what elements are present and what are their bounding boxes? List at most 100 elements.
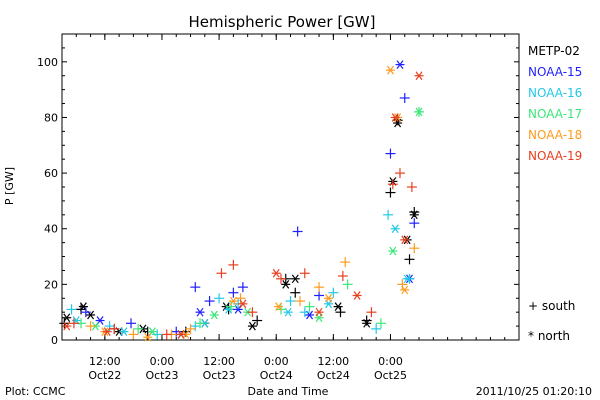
south-point (68, 318, 79, 329)
south-point (409, 243, 420, 254)
south-point (290, 287, 301, 298)
south-point (340, 257, 351, 268)
x-tick-label-time: 0:00 (378, 355, 403, 368)
south-point (404, 254, 415, 265)
x-tick-label-date: Oct23 (145, 369, 178, 382)
x-tick-label-date: Oct24 (260, 369, 293, 382)
north-point (324, 299, 334, 309)
south-point (328, 287, 339, 298)
south-point (314, 290, 325, 301)
series-metp-02 (59, 115, 420, 339)
north-point (352, 291, 362, 300)
marker-legend-south: + south (528, 299, 575, 313)
plot-frame (61, 33, 520, 341)
north-point (400, 235, 410, 245)
footer-plot-credit: Plot: CCMC (5, 385, 66, 398)
series-noaa-18 (85, 65, 420, 342)
north-point (400, 285, 410, 295)
south-point (337, 271, 348, 282)
x-tick-label-time: 12:00 (317, 355, 349, 368)
y-axis: 0 20 40 60 80 100 (37, 33, 519, 347)
y-tick-label: 0 (51, 334, 58, 347)
south-point (195, 318, 206, 329)
north-point (402, 274, 412, 284)
south-point (228, 287, 239, 298)
south-point (314, 282, 325, 293)
data-markers (59, 60, 425, 342)
north-point (238, 299, 248, 309)
south-point (252, 315, 263, 326)
north-point (247, 321, 257, 331)
y-tick-label: 60 (44, 167, 58, 180)
south-point (126, 318, 137, 329)
x-axis: 12:00Oct220:00Oct2312:00Oct230:00Oct2412… (61, 34, 520, 382)
north-point (102, 327, 112, 337)
north-point (414, 71, 424, 81)
north-point (271, 268, 281, 278)
south-point (85, 321, 96, 332)
north-point (333, 302, 343, 311)
south-point (216, 268, 227, 279)
north-point (324, 293, 334, 303)
north-point (143, 332, 153, 342)
x-tick-label-time: 12:00 (203, 355, 235, 368)
north-point (314, 313, 324, 323)
south-point (409, 218, 420, 229)
y-tick-label: 80 (44, 111, 58, 124)
south-point (299, 268, 310, 279)
legend-item-metp-02: METP-02 (528, 44, 580, 58)
south-point (375, 318, 386, 329)
legend-item-noaa-19: NOAA-19 (528, 149, 582, 163)
x-tick-label-date: Oct23 (203, 369, 236, 382)
north-point (388, 246, 398, 256)
south-point (295, 296, 306, 307)
series-noaa-15 (80, 60, 420, 337)
y-axis-label: P [GW] (3, 167, 16, 205)
south-point (399, 92, 410, 103)
south-point (385, 187, 396, 198)
legend-item-noaa-15: NOAA-15 (528, 65, 582, 79)
south-point (185, 323, 196, 334)
south-point (66, 304, 77, 315)
south-point (228, 259, 239, 270)
south-point (190, 321, 201, 332)
x-tick-label-time: 0:00 (264, 355, 289, 368)
south-point (237, 282, 248, 293)
x-axis-label: Date and Time (248, 385, 329, 398)
south-point (406, 182, 417, 192)
footer-timestamp: 2011/10/25 01:20:10 (476, 385, 592, 398)
south-point (299, 307, 310, 318)
south-point (394, 168, 405, 179)
marker-legend: + south * north (528, 299, 575, 343)
south-point (275, 273, 286, 284)
south-point (342, 279, 353, 290)
south-point (285, 296, 296, 307)
north-point (195, 307, 205, 317)
north-point (385, 65, 395, 75)
legend-item-noaa-17: NOAA-17 (528, 107, 582, 121)
north-point (209, 310, 219, 320)
north-point (176, 330, 186, 339)
legend-item-noaa-18: NOAA-18 (528, 128, 582, 142)
north-point (281, 280, 291, 289)
north-point (395, 60, 405, 69)
x-tick-label-time: 0:00 (150, 355, 175, 368)
south-point (292, 226, 303, 237)
north-point (390, 224, 400, 234)
south-point (383, 209, 394, 220)
north-point (274, 302, 284, 311)
south-point (366, 307, 377, 318)
south-point (247, 307, 258, 318)
north-point (409, 210, 419, 220)
chart-title: Hemispheric Power [GW] (189, 13, 376, 31)
legend-item-noaa-16: NOAA-16 (528, 86, 582, 100)
south-point (304, 301, 315, 312)
north-point (62, 321, 72, 331)
legend: METP-02 NOAA-15 NOAA-16 NOAA-17 NOAA-18 NOAA-… (528, 44, 582, 163)
north-point (390, 113, 400, 122)
series-noaa-17 (76, 106, 425, 337)
north-point (62, 313, 72, 323)
marker-legend-north: * north (528, 329, 570, 343)
y-tick-label: 100 (37, 56, 58, 69)
